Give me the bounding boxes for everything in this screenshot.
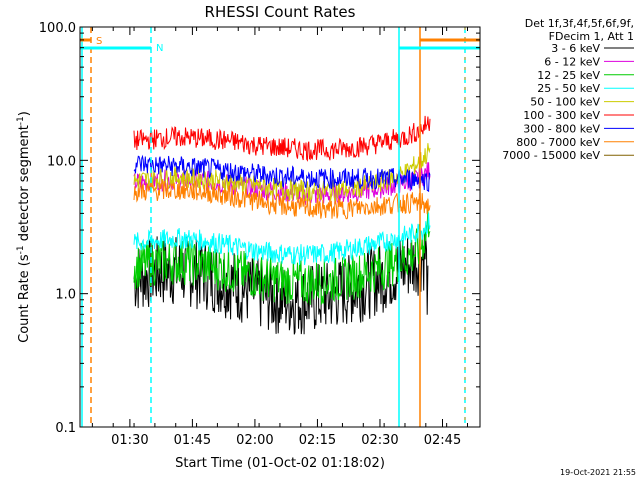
series-line (133, 209, 431, 305)
y-tick-label: 1.0 (55, 288, 76, 303)
y-axis-label-part-e: ) (17, 111, 32, 116)
attenuator-markers: SN (80, 27, 480, 427)
series-line (133, 115, 431, 162)
legend-entry-label: 300 - 800 keV (523, 122, 600, 135)
y-tick-label: 0.1 (55, 421, 76, 436)
y-tick-label: 100.0 (39, 21, 76, 36)
axis-ticks: 01:30 01:45 02:00 02:15 02:30 02:45 0.1 1.0 10.0… (39, 21, 480, 448)
x-tick-label: 01:45 (174, 433, 211, 448)
x-tick-label: 01:30 (111, 433, 148, 448)
plot-area: SN 01:30 01:45 02:00 02:15 02:30 02:450.11.01… (39, 21, 481, 448)
legend-header-line-2: FDecim 1, Att 1 (549, 30, 634, 43)
legend: Det 1f,3f,4f,5f,6f,9f, FDecim 1, Att 1 3… (502, 17, 634, 162)
x-axis-label: Start Time (01-Oct-02 01:18:02) (175, 456, 385, 471)
x-tick-label: 02:45 (424, 433, 461, 448)
series-line (133, 154, 431, 193)
x-tick-label: 02:15 (299, 433, 336, 448)
legend-entry-label: 100 - 300 keV (523, 109, 600, 122)
legend-entry-label: 800 - 7000 keV (516, 136, 600, 149)
series-line (133, 178, 431, 220)
legend-header-line-1: Det 1f,3f,4f,5f,6f,9f, (525, 17, 634, 30)
legend-entry-label: 3 - 6 keV (551, 42, 600, 55)
saa-marker-label: S (96, 36, 102, 47)
legend-entry-label: 12 - 25 keV (537, 69, 600, 82)
x-tick-label: 02:00 (236, 433, 273, 448)
y-axis-label-part-c: detector segment (17, 125, 32, 245)
legend-entry-label: 25 - 50 keV (537, 82, 600, 95)
timestamp: 19-Oct-2021 21:55 (560, 468, 636, 477)
series-layer (133, 115, 431, 335)
x-tick-label: 02:30 (361, 433, 398, 448)
y-axis-label-part-a: Count Rate (s (17, 254, 32, 343)
legend-entry-label: 50 - 100 keV (530, 96, 600, 109)
chart-title: RHESSI Count Rates (205, 3, 356, 21)
y-axis-label-sup-1: -1 (16, 245, 26, 254)
legend-entry-label: 6 - 12 keV (544, 55, 600, 68)
night-marker-label: N (156, 43, 163, 54)
y-axis-label-sup-2: -1 (16, 116, 26, 125)
series-line (133, 233, 429, 335)
y-axis-label: Count Rate (s-1 detector segment-1) (16, 111, 32, 343)
legend-entry-label: 7000 - 15000 keV (502, 149, 600, 162)
y-tick-label: 10.0 (47, 154, 76, 169)
series-line (133, 212, 431, 266)
